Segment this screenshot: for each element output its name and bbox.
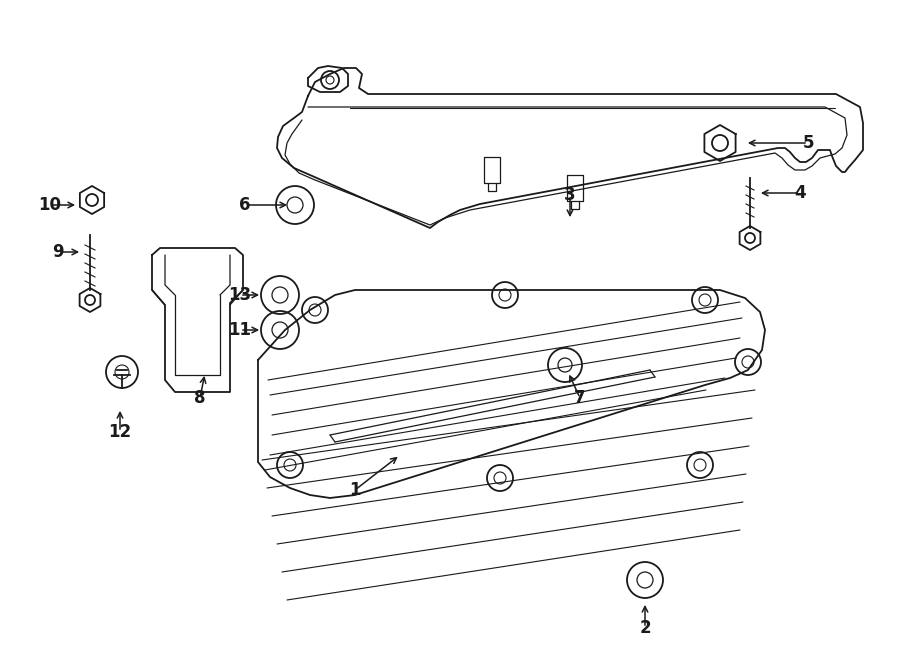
- Text: 2: 2: [639, 619, 651, 637]
- Text: 13: 13: [229, 286, 252, 304]
- Text: 1: 1: [349, 481, 361, 499]
- Text: 8: 8: [194, 389, 206, 407]
- Text: 12: 12: [108, 423, 131, 441]
- Text: 5: 5: [802, 134, 814, 152]
- Text: 3: 3: [564, 186, 576, 204]
- Text: 9: 9: [52, 243, 64, 261]
- Text: 11: 11: [229, 321, 251, 339]
- Text: 10: 10: [39, 196, 61, 214]
- Text: 6: 6: [239, 196, 251, 214]
- Text: 7: 7: [574, 389, 586, 407]
- Text: 4: 4: [794, 184, 806, 202]
